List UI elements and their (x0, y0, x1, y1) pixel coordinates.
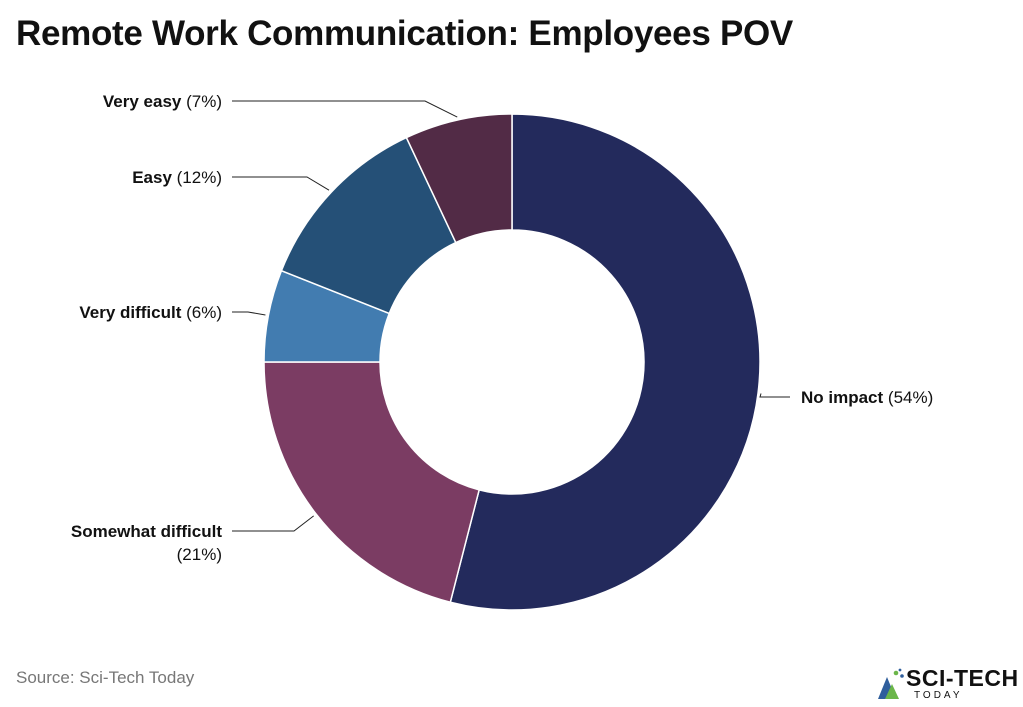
logo-mark-icon (878, 668, 904, 699)
label-somewhat-difficult-value: (21%) (177, 545, 222, 564)
source-note: Source: Sci-Tech Today (16, 668, 195, 687)
label-easy: Easy (12%) (132, 168, 222, 187)
label-very-difficult: Very difficult (6%) (79, 303, 222, 322)
slices-layer (263, 113, 761, 611)
label-somewhat-difficult: Somewhat difficult (71, 522, 222, 541)
leader-line-no-impact (759, 393, 790, 398)
leader-line-somewhat-difficult (232, 515, 314, 532)
sci-tech-today-logo: SCI-TECH TODAY (876, 665, 1019, 703)
slice-very-easy (405, 113, 513, 244)
label-very-easy: Very easy (7%) (103, 92, 222, 111)
leader-line-easy (232, 176, 330, 191)
slice-no-impact (449, 113, 761, 611)
logo-sub-text: TODAY (914, 690, 963, 701)
logo-main-text: SCI-TECH (906, 665, 1019, 691)
labels-layer: No impact (54%) Somewhat difficult (21%) Ve… (71, 92, 933, 564)
label-no-impact: No impact (54%) (801, 388, 933, 407)
chart-title: Remote Work Communication: Employees POV (16, 14, 793, 53)
slice-somewhat-difficult (263, 361, 481, 604)
leader-line-very-difficult (232, 311, 266, 316)
leader-lines-layer (232, 100, 790, 532)
leader-line-very-easy (232, 100, 458, 118)
